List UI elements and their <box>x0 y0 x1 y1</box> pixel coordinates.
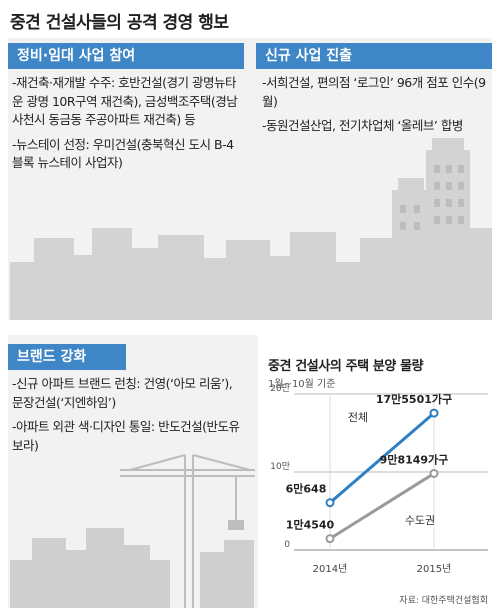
crane-hook <box>228 520 244 530</box>
data-label-metro-2014: 1만4540 <box>286 518 335 532</box>
section-heading-new-business: 신규 사업 진출 <box>256 43 492 69</box>
data-label-total-2015: 17만5501가구 <box>376 392 452 406</box>
section-heading-brand: 브랜드 강화 <box>8 344 126 370</box>
crane <box>120 454 255 608</box>
chart-labels: 2014년 2015년 6만648 17만5501가구 1만4540 9만8149가구 전체… <box>286 392 453 575</box>
bullet-item: -재건축·재개발 수주: 호반건설(경기 광명뉴타운 광명 10R구역 재건축)… <box>12 75 238 127</box>
section-heading-renewal: 정비·임대 사업 참여 <box>8 43 244 69</box>
data-point <box>325 498 335 508</box>
data-point <box>325 534 335 544</box>
bullet-item: -신규 아파트 브랜드 런칭: 건영(‘아모 리움’), 문장건설(‘지엔하임’… <box>12 376 233 410</box>
y-tick-label: 20만 <box>270 383 290 394</box>
chart-source: 자료: 대한주택건설협회 <box>399 596 488 606</box>
buildings-top <box>10 138 492 320</box>
section-body-renewal: -재건축·재개발 수주: 호반건설(경기 광명뉴타운 광명 10R구역 재건축)… <box>12 74 242 179</box>
chart-title: 중견 건설사의 주택 분양 물량 <box>268 359 424 374</box>
section-body-brand: -신규 아파트 브랜드 런칭: 건영(‘아모 리움’), 문장건설(‘지엔하임’… <box>12 375 246 461</box>
data-point <box>429 468 439 478</box>
data-label-total-2014: 6만648 <box>286 482 327 496</box>
bullet-item: -뉴스테이 선정: 우미건설(충북혁신 도시 B-4블록 뉴스테이 사업자) <box>12 136 234 171</box>
bullet-item: -서희건설, 편의점 ‘로그인’ 96개 점포 인수(9월) <box>262 75 486 109</box>
section-body-new-business: -서희건설, 편의점 ‘로그인’ 96개 점포 인수(9월) -동원건설산업, … <box>262 74 488 142</box>
chart-lines <box>325 408 439 544</box>
series-line <box>329 411 435 504</box>
bullet-item: -동원건설산업, 전기차업체 ‘올레브’ 합병 <box>262 118 463 133</box>
chart-subtitle: 1월~10월 기준 <box>268 379 336 390</box>
building-windows-top <box>400 165 464 230</box>
series-line <box>329 472 435 540</box>
bullet-item: -아파트 외관 색·디자인 통일: 반도건설(반도유보라) <box>12 419 240 453</box>
y-tick-label: 10만 <box>270 461 290 472</box>
series-name-metro: 수도권 <box>405 514 435 527</box>
page-title: 중견 건설사들의 공격 경영 행보 <box>10 13 229 33</box>
buildings-bottom <box>10 528 254 608</box>
x-tick-label: 2015년 <box>417 563 452 575</box>
x-tick-label: 2014년 <box>313 563 348 575</box>
data-point <box>429 408 439 418</box>
data-label-metro-2015: 9만8149가구 <box>380 452 449 466</box>
y-tick-label: 0 <box>284 540 290 550</box>
series-name-total: 전체 <box>348 411 368 424</box>
